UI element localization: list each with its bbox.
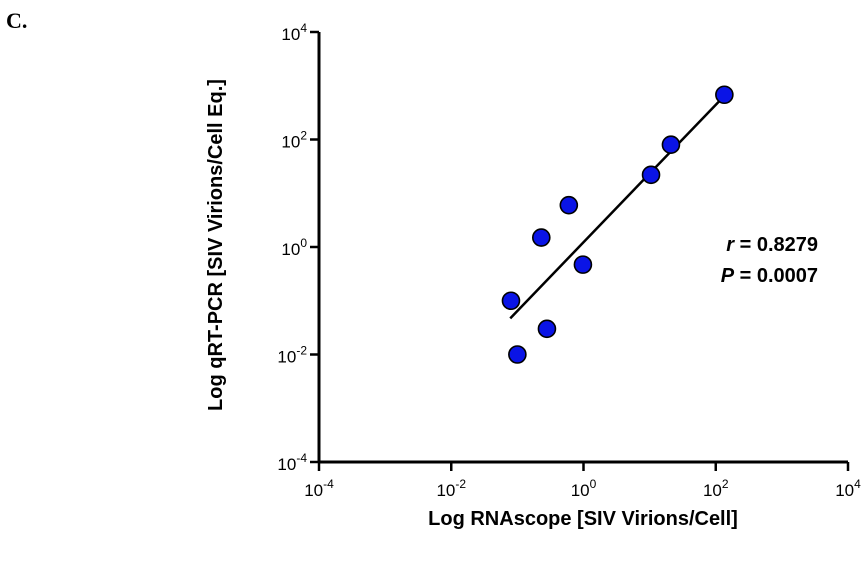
x-tick-label: 10-2 [436, 477, 466, 500]
data-point [508, 345, 527, 364]
x-axis-label: Log RNAscope [SIV Virions/Cell] [428, 508, 738, 530]
y-tick-label: 100 [281, 236, 307, 259]
regression-line [509, 92, 728, 320]
y-tick-label: 10-2 [277, 344, 307, 367]
data-point [501, 291, 521, 311]
data-point [661, 135, 681, 155]
y-tick-label: 10-4 [277, 451, 307, 474]
y-tick-label: 102 [281, 129, 307, 152]
x-tick-label: 102 [703, 477, 729, 500]
data-points [501, 85, 734, 364]
data-point [641, 165, 661, 185]
x-tick-label: 100 [571, 477, 597, 500]
data-point [573, 255, 593, 274]
panel-label: C. [6, 8, 27, 33]
data-point [537, 319, 557, 339]
annotation-p: P = 0.0007 [721, 265, 818, 287]
x-tick-label: 104 [835, 477, 861, 500]
data-point [531, 228, 551, 247]
data-point [559, 195, 579, 215]
y-axis-label: Log qRT-PCR [SIV Virions/Cell Eq.] [205, 79, 227, 411]
data-point [715, 85, 734, 105]
x-tick-label: 10-4 [304, 477, 334, 500]
y-tick-label: 104 [281, 21, 307, 44]
x-ticks: 10-4 10-2 100 102 104 [304, 462, 861, 500]
y-ticks: 10-4 10-2 100 102 104 [277, 21, 319, 474]
annotation-r: r = 0.8279 [726, 234, 818, 256]
